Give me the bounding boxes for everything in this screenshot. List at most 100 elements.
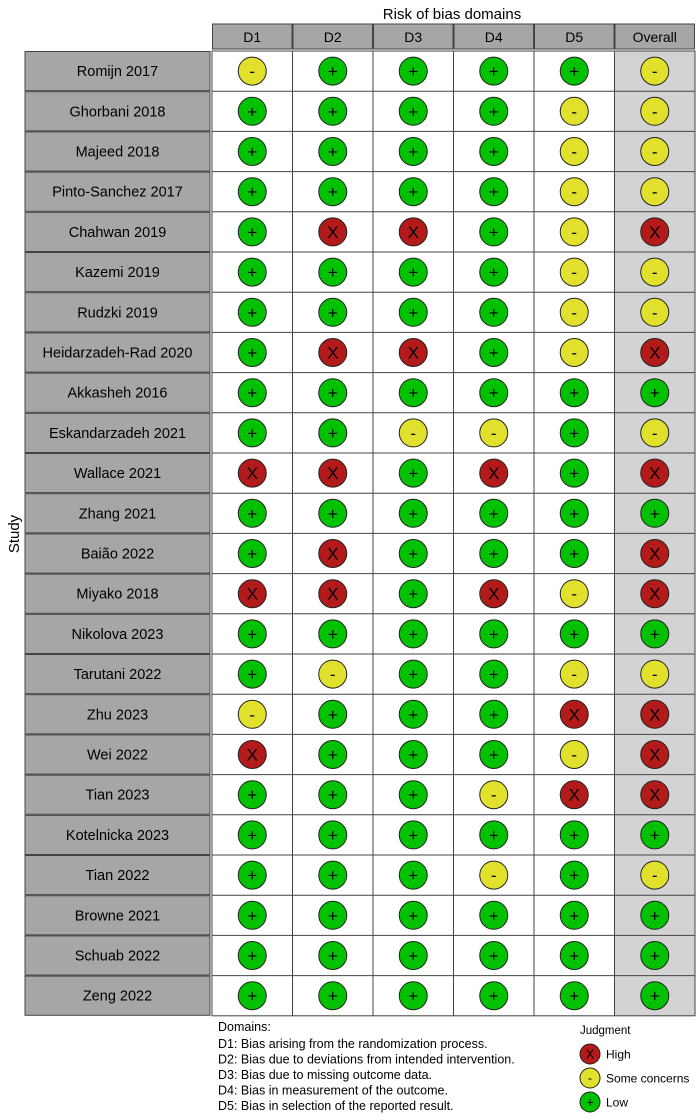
judgment-circle [398,820,428,850]
domain-note-3: D3: Bias due to missing outcome data. [218,1068,432,1082]
judgment-symbol: X [247,746,258,765]
header-cell-d1 [212,23,293,50]
judgment-nikolova-2023-overall: + [640,619,670,649]
judgment-circle [640,177,670,207]
header-cell-overall [614,23,695,50]
study-box-tian-2022 [24,855,211,896]
judgment-symbol: + [328,947,338,966]
judgment-circle [640,860,670,890]
judgment-miyako-2018-d5: - [559,579,589,609]
judgment-kotelnicka-2023-d5: + [559,820,589,850]
judgment-browne-2021-d3: + [398,900,428,930]
judgment-circle [559,941,589,970]
judgment-symbol: + [408,545,418,564]
judgment-symbol: + [489,384,499,403]
study-box-browne-2021 [24,895,211,936]
judgment-symbol: - [571,303,577,322]
study-label-kazemi-2019: Kazemi 2019 [75,265,160,281]
judgment-zhu-2023-d1: - [237,699,267,729]
judgment-circle [237,177,267,207]
study-label-zhang-2021: Zhang 2021 [79,506,156,522]
judgment-zhang-2021-d1: + [237,498,267,528]
judgment-akkasheh-2016-overall: + [640,378,670,408]
judgment-circle [318,56,348,86]
judgment-romijn-2017-d2: + [318,56,348,86]
study-label-pinto-sanchez-2017: Pinto-Sanchez 2017 [52,185,183,201]
judgment-zhang-2021-d4: + [479,498,509,528]
judgment-symbol: - [652,62,658,81]
header-label-d2: D2 [324,29,342,45]
judgment-symbol: + [408,786,418,805]
judgment-circle [318,981,348,1011]
legend-item-some-concerns: - Some concerns [579,1067,689,1089]
judgment-rudzki-2019-d1: + [237,297,267,327]
judgment-circle [479,820,509,850]
judgment-circle [237,297,267,327]
judgment-tian-2023-d2: + [318,780,348,810]
judgment-symbol: + [247,665,257,684]
judgment-symbol: + [328,143,338,162]
judgment-miyako-2018-d4: X [479,579,509,609]
judgment-symbol: + [650,906,660,925]
study-label-tian-2023: Tian 2023 [86,788,150,804]
header-cell-d5 [534,23,615,50]
judgment-symbol: X [649,746,660,765]
study-label-baia-o-2022: Baião 2022 [81,547,154,563]
judgment-symbol: + [408,143,418,162]
study-label-wei-2022: Wei 2022 [87,748,148,764]
study-label-zhu-2023: Zhu 2023 [87,707,148,723]
judgment-circle [479,56,509,86]
judgment-eskandarzadeh-2021-d4: - [479,418,509,448]
judgment-symbol: + [408,464,418,483]
judgment-circle [479,699,509,729]
judgment-ghorbani-2018-d5: - [559,96,589,126]
judgment-tian-2023-d5: X [559,780,589,810]
judgment-baia-o-2022-d4: + [479,539,509,568]
judgment-symbol: + [408,504,418,523]
judgment-circle [318,619,348,649]
judgment-symbol: - [652,303,658,322]
judgment-symbol: + [408,585,418,604]
study-box-romijn-2017 [24,51,211,92]
study-label-tian-2022: Tian 2022 [86,868,150,884]
judgment-symbol: - [652,866,658,885]
judgment-circle [398,981,428,1011]
judgment-wallace-2021-d2: X [318,458,348,488]
judgment-circle [479,378,509,408]
judgment-circle [398,900,428,930]
judgment-circle [559,137,589,166]
judgment-wallace-2021-overall: X [640,458,670,488]
judgment-circle [398,659,428,689]
judgment-symbol: X [488,464,499,483]
judgment-majeed-2018-d5: - [559,137,589,166]
judgment-akkasheh-2016-d3: + [398,378,428,408]
study-label-schuab-2022: Schuab 2022 [75,949,160,965]
judgment-circle [479,96,509,126]
judgment-circle [237,699,267,729]
judgment-pinto-sanchez-2017-d3: + [398,177,428,207]
judgment-miyako-2018-d2: X [318,579,348,609]
judgment-kazemi-2019-overall: - [640,257,670,287]
judgment-pinto-sanchez-2017-d4: + [479,177,509,207]
header-label-d5: D5 [565,29,583,45]
judgment-circle [398,740,428,769]
judgment-circle [318,177,348,207]
judgment-symbol: + [328,746,338,765]
judgment-symbol: - [249,705,255,724]
judgment-circle [479,217,509,247]
study-label-kotelnicka-2023: Kotelnicka 2023 [66,828,169,844]
judgment-symbol: + [489,183,499,202]
header-cell-d3 [373,23,454,50]
judgment-symbol: + [328,263,338,282]
judgment-symbol: - [571,746,577,765]
judgment-symbol: - [652,102,658,121]
judgment-symbol: + [569,826,579,845]
header-label-d1: D1 [243,29,261,45]
judgment-circle [640,378,670,408]
judgment-circle [640,498,670,528]
judgment-akkasheh-2016-d5: + [559,378,589,408]
judgment-symbol: - [652,143,658,162]
judgment-symbol: + [408,625,418,644]
judgment-kotelnicka-2023-d1: + [237,820,267,850]
